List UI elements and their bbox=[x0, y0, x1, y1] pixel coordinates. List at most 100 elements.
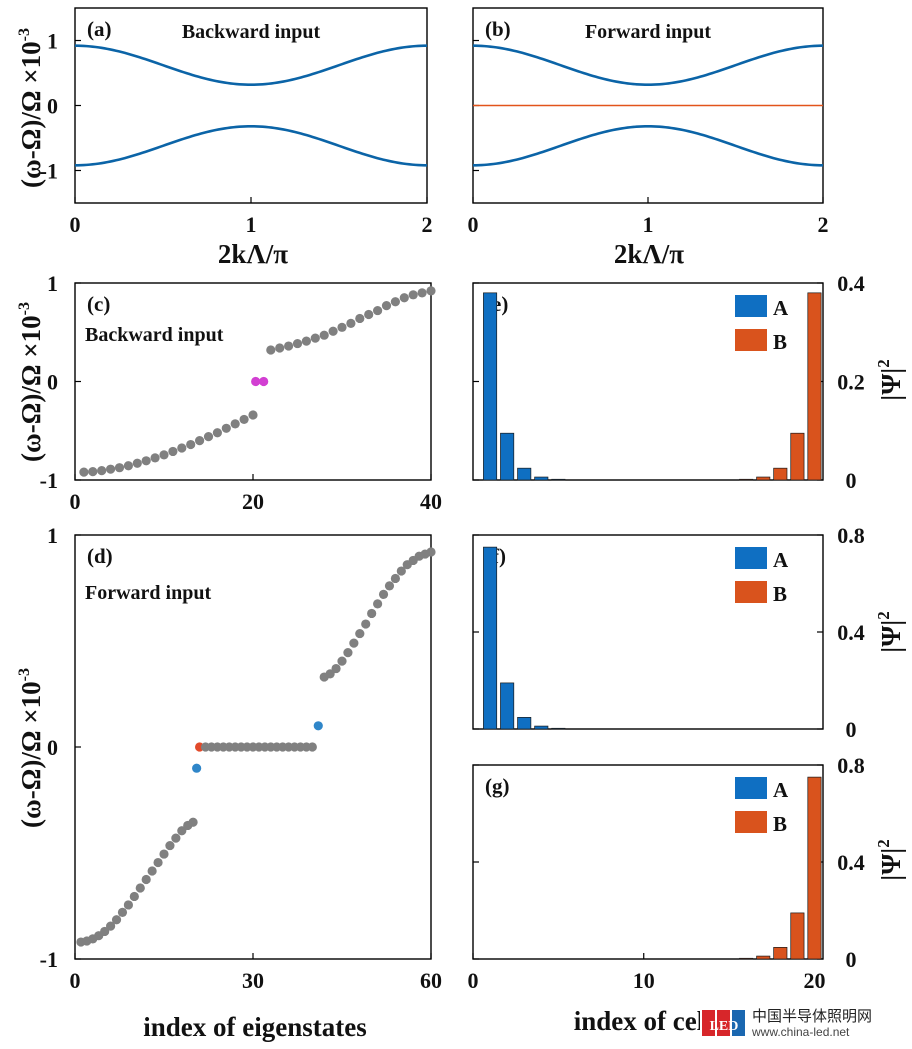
legend-label-A: A bbox=[773, 548, 789, 572]
eigenstate-point bbox=[248, 410, 258, 420]
panel-label-g: (g) bbox=[485, 774, 510, 798]
eigenstate-point bbox=[349, 638, 359, 648]
panel-label-c: (c) bbox=[87, 292, 110, 316]
x-tick-label: 0 bbox=[468, 212, 479, 237]
eigenstate-point bbox=[123, 900, 133, 910]
legend-swatch-B bbox=[735, 581, 767, 603]
eigenstate-point bbox=[141, 874, 151, 885]
x-axis-label-eigenstates: index of eigenstates bbox=[143, 1012, 366, 1042]
y-tick-label: -1 bbox=[40, 468, 58, 493]
eigenstate-point bbox=[301, 336, 311, 346]
eigenstate-point bbox=[396, 566, 406, 576]
bar-A bbox=[517, 467, 532, 481]
y-tick-label: 0 bbox=[846, 717, 857, 742]
eigenstate-point bbox=[123, 461, 133, 471]
eigenstate-point bbox=[195, 436, 205, 446]
panel-label-b: (b) bbox=[485, 17, 511, 41]
eigenstate-point bbox=[337, 322, 347, 332]
eigenstate-point bbox=[384, 581, 395, 591]
eigenstate-point bbox=[426, 286, 436, 296]
eigenstate-point bbox=[390, 573, 400, 584]
eigenstate-point bbox=[381, 301, 392, 311]
eigenstate-point bbox=[165, 840, 175, 851]
band-line bbox=[74, 124, 428, 167]
eigenstate-point bbox=[100, 926, 110, 937]
panel-b: 0 1 2 (b) Forward input bbox=[468, 7, 829, 237]
eigenstate-point bbox=[88, 467, 98, 477]
eigenstate-point bbox=[266, 345, 276, 355]
panel-title-d: Forward input bbox=[85, 582, 211, 604]
eigenstate-point bbox=[153, 857, 163, 868]
eigenstate-point bbox=[355, 313, 365, 324]
band-line bbox=[472, 44, 824, 87]
x-tick-label: 40 bbox=[420, 489, 442, 514]
y-tick-label: 1 bbox=[47, 523, 58, 548]
bar-B bbox=[790, 912, 805, 960]
panel-label-d: (d) bbox=[87, 544, 113, 568]
eigenstate-point bbox=[361, 619, 371, 629]
y-tick-label: 0.8 bbox=[837, 753, 865, 778]
bar-B bbox=[739, 957, 754, 960]
eigenstate-point bbox=[117, 907, 128, 917]
band-line bbox=[472, 124, 824, 167]
eigenstate-point bbox=[417, 288, 427, 298]
x-tick-label: 30 bbox=[242, 968, 264, 993]
x-tick-label: 60 bbox=[420, 968, 442, 993]
eigenstate-point bbox=[203, 432, 214, 442]
y-tick-label: 1 bbox=[47, 29, 58, 54]
y-axis-label-bottom: (ω-Ω)/Ω ×10-3 bbox=[16, 668, 46, 828]
bar-A bbox=[517, 717, 532, 730]
eigenstate-point bbox=[132, 458, 142, 468]
eigenstate-point bbox=[239, 414, 249, 425]
eigenstate-point bbox=[319, 330, 329, 340]
x-axis-label-band-a: 2kΛ/π bbox=[218, 239, 288, 269]
x-tick-label: 10 bbox=[633, 968, 655, 993]
panel-title-c: Backward input bbox=[85, 324, 224, 346]
edge-state-point bbox=[259, 376, 269, 387]
x-tick-label: 0 bbox=[70, 212, 81, 237]
eigenstate-point bbox=[135, 883, 145, 893]
x-tick-label: 0 bbox=[468, 968, 479, 993]
eigenstate-point bbox=[325, 669, 335, 679]
legend-label-A: A bbox=[773, 778, 789, 802]
eigenstate-point bbox=[97, 466, 107, 476]
eigenstate-point bbox=[346, 318, 356, 328]
legend-swatch-B bbox=[735, 811, 767, 833]
x-tick-label: 20 bbox=[803, 968, 825, 993]
eigenstate-point bbox=[390, 297, 400, 307]
eigenstate-point bbox=[337, 656, 347, 666]
eigenstate-point bbox=[355, 628, 365, 639]
eigenstate-point bbox=[177, 443, 187, 453]
x-tick-label: 2 bbox=[818, 212, 829, 237]
bar-A bbox=[500, 432, 515, 481]
x-tick-label: 20 bbox=[242, 489, 264, 514]
bar-B bbox=[773, 947, 788, 960]
x-axis-label-cells: index of cells bbox=[574, 1006, 723, 1036]
panel-c: 0 20 40 -1 0 1 (c) Backward input bbox=[40, 271, 442, 514]
bar-B bbox=[756, 476, 771, 481]
eigenstate-point bbox=[106, 464, 116, 474]
eigenstate-point bbox=[426, 547, 436, 557]
legend-swatch-B bbox=[735, 329, 767, 351]
bar-A bbox=[534, 725, 549, 730]
panel-title-a: Backward input bbox=[182, 21, 321, 43]
legend-label-A: A bbox=[773, 296, 789, 320]
panel-label-a: (a) bbox=[87, 17, 112, 41]
eigenstate-point bbox=[114, 463, 125, 473]
eigenstate-point bbox=[364, 309, 374, 320]
bar-A bbox=[551, 478, 566, 481]
psi-label-f: |Ψ|2 bbox=[874, 611, 906, 652]
bar-A bbox=[483, 292, 498, 481]
bar-B bbox=[739, 478, 754, 481]
legend-label-B: B bbox=[773, 330, 787, 354]
eigenstate-point bbox=[186, 439, 196, 450]
y-axis-label-mid: (ω-Ω)/Ω ×10-3 bbox=[16, 302, 46, 462]
edge-state-point bbox=[251, 376, 261, 387]
panel-g: 0 10 20 0 0.4 0.8 (g) AB bbox=[468, 753, 865, 993]
eigenstate-point bbox=[129, 891, 139, 902]
eigenstate-point bbox=[399, 293, 409, 303]
eigenstate-point bbox=[275, 343, 285, 353]
psi-label-e: |Ψ|2 bbox=[874, 359, 906, 400]
x-axis-label-band-b: 2kΛ/π bbox=[614, 239, 684, 269]
